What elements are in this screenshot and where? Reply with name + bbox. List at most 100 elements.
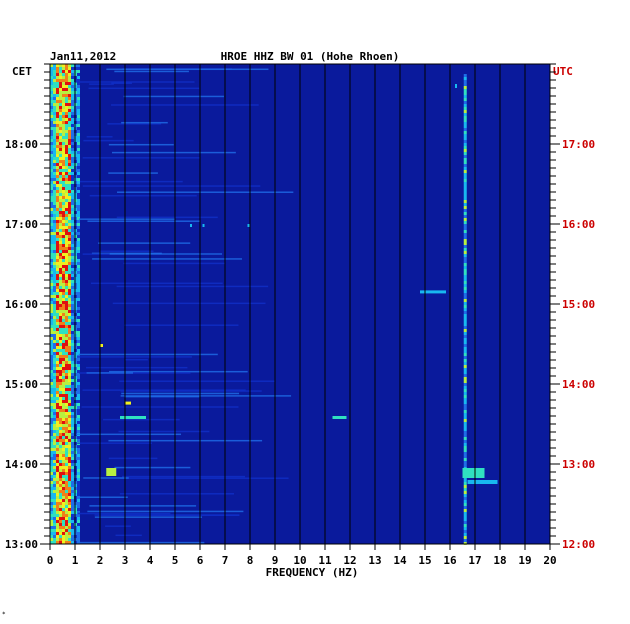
- heat-cell: [77, 274, 80, 277]
- heat-cell: [65, 319, 68, 322]
- heat-cell: [50, 349, 53, 352]
- heat-cell: [65, 499, 68, 502]
- heat-cell: [50, 79, 53, 82]
- heat-cell: [71, 445, 74, 448]
- heat-cell: [68, 340, 71, 343]
- heat-cell: [77, 514, 80, 517]
- noise-streak: [114, 466, 191, 469]
- heat-cell: [50, 178, 53, 181]
- noise-streak: [122, 475, 246, 478]
- heat-cell: [56, 529, 59, 532]
- heat-cell: [62, 316, 65, 319]
- heat-cell: [50, 217, 53, 220]
- heat-cell: [77, 472, 80, 475]
- line-16hz-cell: [463, 206, 467, 209]
- heat-cell: [59, 148, 62, 151]
- heat-cell: [65, 64, 68, 67]
- heat-cell: [62, 283, 65, 286]
- heat-cell: [77, 520, 80, 523]
- heat-cell: [56, 118, 59, 121]
- line-16hz-cell: [463, 263, 467, 266]
- heat-cell: [62, 499, 65, 502]
- heat-cell: [53, 424, 56, 427]
- heat-cell: [56, 499, 59, 502]
- heat-cell: [65, 487, 68, 490]
- heat-cell: [65, 121, 68, 124]
- heat-cell: [56, 163, 59, 166]
- heat-cell: [71, 331, 74, 334]
- heat-cell: [65, 409, 68, 412]
- heat-cell: [62, 460, 65, 463]
- heat-cell: [56, 136, 59, 139]
- heat-cell: [68, 64, 71, 67]
- heat-cell: [77, 115, 80, 118]
- heat-cell: [53, 508, 56, 511]
- line-16hz-cell: [463, 329, 467, 332]
- heat-cell: [65, 160, 68, 163]
- heat-cell: [65, 196, 68, 199]
- heat-cell: [59, 94, 62, 97]
- heat-cell: [71, 499, 74, 502]
- heat-cell: [68, 220, 71, 223]
- heat-cell: [50, 265, 53, 268]
- heat-cell: [59, 508, 62, 511]
- heat-cell: [59, 133, 62, 136]
- heat-cell: [68, 307, 71, 310]
- heat-cell: [77, 67, 80, 70]
- heat-cell: [62, 97, 65, 100]
- heat-cell: [56, 535, 59, 538]
- noise-streak: [109, 370, 248, 373]
- heat-cell: [62, 418, 65, 421]
- heat-cell: [59, 220, 62, 223]
- heat-cell: [71, 118, 74, 121]
- heat-cell: [77, 157, 80, 160]
- heat-cell: [50, 208, 53, 211]
- heat-cell: [71, 472, 74, 475]
- heat-cell: [56, 253, 59, 256]
- heat-cell: [68, 94, 71, 97]
- heat-cell: [71, 496, 74, 499]
- heat-cell: [50, 136, 53, 139]
- heat-cell: [59, 370, 62, 373]
- heat-cell: [59, 460, 62, 463]
- heat-cell: [56, 85, 59, 88]
- heat-cell: [68, 472, 71, 475]
- heat-cell: [68, 298, 71, 301]
- heat-cell: [71, 469, 74, 472]
- noise-streak: [78, 353, 218, 356]
- heat-cell: [77, 112, 80, 115]
- heat-cell: [77, 379, 80, 382]
- heat-cell: [62, 118, 65, 121]
- heat-cell: [53, 85, 56, 88]
- line-16hz-cell: [463, 86, 467, 89]
- heat-cell: [59, 229, 62, 232]
- heat-cell: [50, 466, 53, 469]
- heat-cell: [50, 187, 53, 190]
- heat-cell: [62, 166, 65, 169]
- heat-cell: [77, 127, 80, 130]
- heat-cell: [71, 466, 74, 469]
- heat-cell: [65, 271, 68, 274]
- line-16hz-cell: [463, 497, 467, 500]
- heat-cell: [68, 265, 71, 268]
- heat-cell: [53, 463, 56, 466]
- noise-streak: [108, 172, 158, 174]
- heat-cell: [56, 478, 59, 481]
- heat-cell: [77, 529, 80, 532]
- heat-cell: [77, 199, 80, 202]
- heat-cell: [56, 148, 59, 151]
- x-tick-label: 1: [72, 554, 79, 567]
- noise-streak: [75, 81, 195, 83]
- heat-cell: [77, 325, 80, 328]
- heat-cell: [68, 373, 71, 376]
- heat-cell: [65, 493, 68, 496]
- heat-cell: [71, 334, 74, 337]
- noise-streak: [111, 82, 132, 84]
- heat-cell: [50, 67, 53, 70]
- heat-cell: [62, 307, 65, 310]
- heat-cell: [59, 211, 62, 214]
- line-16hz-cell: [463, 350, 467, 353]
- heat-cell: [53, 175, 56, 178]
- line-16hz-cell: [463, 107, 467, 110]
